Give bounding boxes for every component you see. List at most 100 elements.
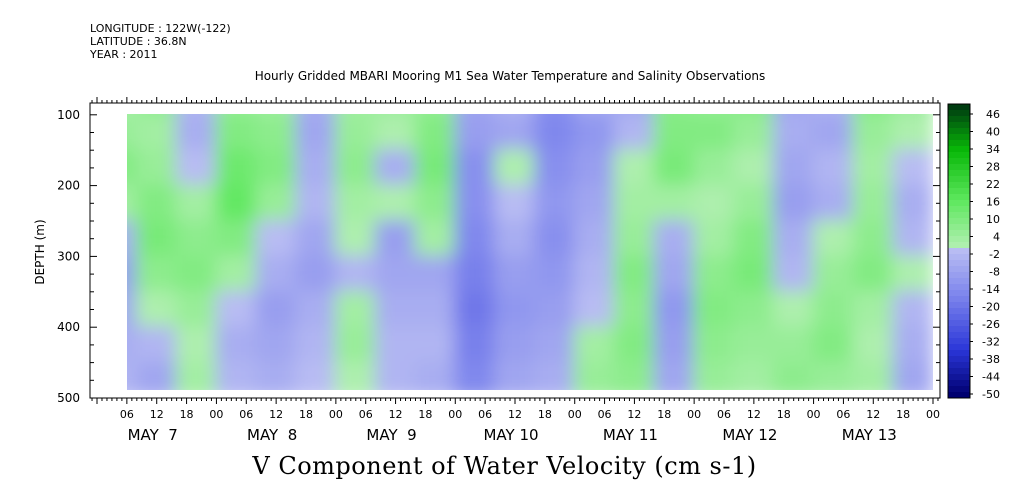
colorbar-swatch bbox=[948, 284, 970, 291]
heatmap-cell bbox=[732, 184, 775, 222]
heatmap-cell bbox=[414, 326, 457, 364]
heatmap-cell bbox=[693, 114, 735, 152]
heatmap-cell bbox=[135, 149, 178, 187]
colorbar: 46 40 34 28 22 16 10 4 -2 -8 -14 -20 -26 -32 -38 -44 -50 bbox=[947, 103, 1000, 401]
heatmap-cell bbox=[454, 290, 497, 329]
heatmap-cell bbox=[772, 290, 815, 329]
x-hour-tick-label: 18 bbox=[777, 408, 791, 421]
heatmap-cell bbox=[454, 184, 497, 222]
heatmap-cell bbox=[573, 184, 616, 222]
heatmap-cell bbox=[533, 149, 576, 187]
heatmap-cell bbox=[653, 290, 696, 329]
heatmap-cell bbox=[215, 220, 258, 258]
heatmap-cell bbox=[295, 326, 337, 364]
x-hour-tick-label: 00 bbox=[807, 408, 821, 421]
x-hour-tick-label: 00 bbox=[926, 408, 940, 421]
heatmap-cell bbox=[334, 114, 377, 116]
colorbar-swatch bbox=[948, 230, 970, 237]
heatmap-cell bbox=[215, 255, 258, 293]
x-hour-tick-label: 12 bbox=[508, 408, 522, 421]
heatmap-cell bbox=[127, 290, 138, 329]
heatmap-cell bbox=[772, 220, 815, 258]
colorbar-swatch bbox=[948, 224, 970, 231]
x-hour-tick-label: 12 bbox=[150, 408, 164, 421]
y-tick-label: 200 bbox=[57, 179, 80, 193]
x-hour-tick-label: 12 bbox=[866, 408, 880, 421]
heatmap-cell bbox=[852, 326, 895, 364]
colorbar-swatch bbox=[948, 242, 970, 249]
heatmap-cell bbox=[127, 114, 138, 116]
heatmap-cell bbox=[135, 114, 178, 152]
colorbar-frame bbox=[947, 103, 971, 399]
heatmap-cell bbox=[693, 255, 735, 293]
heatmap-cell bbox=[136, 43, 178, 80]
heatmap-cell bbox=[255, 114, 298, 152]
heatmap-cell bbox=[732, 149, 775, 187]
heatmap-cell bbox=[175, 361, 218, 390]
colorbar-swatch bbox=[948, 110, 970, 117]
heatmap-cell bbox=[693, 220, 735, 258]
heatmap-cell bbox=[494, 361, 536, 390]
heatmap-cell bbox=[295, 361, 337, 390]
heatmap-cell bbox=[135, 361, 178, 390]
heatmap-cell bbox=[732, 220, 775, 258]
heatmap-cell bbox=[494, 326, 536, 364]
x-hour-tick-label: 18 bbox=[299, 408, 313, 421]
heatmap-cell bbox=[812, 290, 855, 329]
heatmap-cell bbox=[533, 220, 576, 258]
heatmap-cell bbox=[215, 114, 258, 152]
heatmap-cell bbox=[892, 290, 933, 329]
colorbar-label: 40 bbox=[986, 126, 1000, 139]
x-hour-tick-label: 18 bbox=[418, 408, 432, 421]
colorbar-swatch bbox=[948, 122, 970, 129]
x-hour-tick-label: 00 bbox=[568, 408, 582, 421]
latitude-label: LATITUDE : 36.8N bbox=[90, 35, 187, 48]
heatmap-cell bbox=[334, 220, 377, 258]
heatmap-cell bbox=[374, 184, 417, 222]
heatmap-cell bbox=[892, 149, 933, 187]
colorbar-swatch bbox=[948, 194, 970, 201]
heatmap-cell bbox=[653, 184, 696, 222]
colorbar-swatch bbox=[948, 158, 970, 165]
colorbar-label: 10 bbox=[986, 213, 1000, 226]
heatmap-cell bbox=[414, 290, 457, 329]
colorbar-swatch bbox=[948, 386, 970, 393]
heatmap-cell bbox=[454, 361, 497, 390]
heatmap-cell bbox=[613, 149, 656, 187]
x-day-label: MAY 12 bbox=[722, 426, 777, 444]
colorbar-label: -14 bbox=[982, 283, 1000, 296]
heatmap-cell bbox=[215, 43, 257, 80]
heatmap-cell bbox=[135, 184, 178, 222]
colorbar-swatch bbox=[948, 182, 970, 189]
heatmap-cell bbox=[334, 326, 377, 364]
colorbar-label: 22 bbox=[986, 178, 1000, 191]
heatmap-cell bbox=[573, 361, 616, 390]
heatmap-cell bbox=[812, 361, 855, 390]
heatmap-cell bbox=[255, 184, 298, 222]
colorbar-swatch bbox=[948, 206, 970, 213]
heatmap-cell bbox=[255, 361, 298, 390]
heatmap-cell bbox=[135, 220, 178, 258]
colorbar-swatch bbox=[948, 170, 970, 177]
heatmap-cell bbox=[334, 184, 377, 222]
heatmap-cell bbox=[454, 114, 497, 152]
heatmap-cell bbox=[533, 114, 576, 152]
heatmap-cell bbox=[812, 114, 855, 116]
heatmap-cell bbox=[653, 220, 696, 258]
x-day-label: MAY 8 bbox=[247, 426, 297, 444]
heatmap-cell bbox=[613, 326, 656, 364]
x-hour-tick-label: 18 bbox=[896, 408, 910, 421]
chart-title: Hourly Gridded MBARI Mooring M1 Sea Wate… bbox=[254, 69, 766, 83]
colorbar-swatch bbox=[948, 314, 970, 321]
colorbar-swatch bbox=[948, 260, 970, 267]
colorbar-swatch bbox=[948, 218, 970, 225]
heatmap-cell bbox=[693, 290, 735, 329]
x-hour-tick-label: 18 bbox=[538, 408, 552, 421]
heatmap-cell bbox=[852, 149, 895, 187]
x-hour-tick-label: 06 bbox=[239, 408, 253, 421]
heatmap-cell bbox=[494, 255, 536, 293]
colorbar-swatch bbox=[948, 248, 970, 255]
heatmap-cell bbox=[812, 326, 855, 364]
x-hour-tick-label: 12 bbox=[269, 408, 283, 421]
